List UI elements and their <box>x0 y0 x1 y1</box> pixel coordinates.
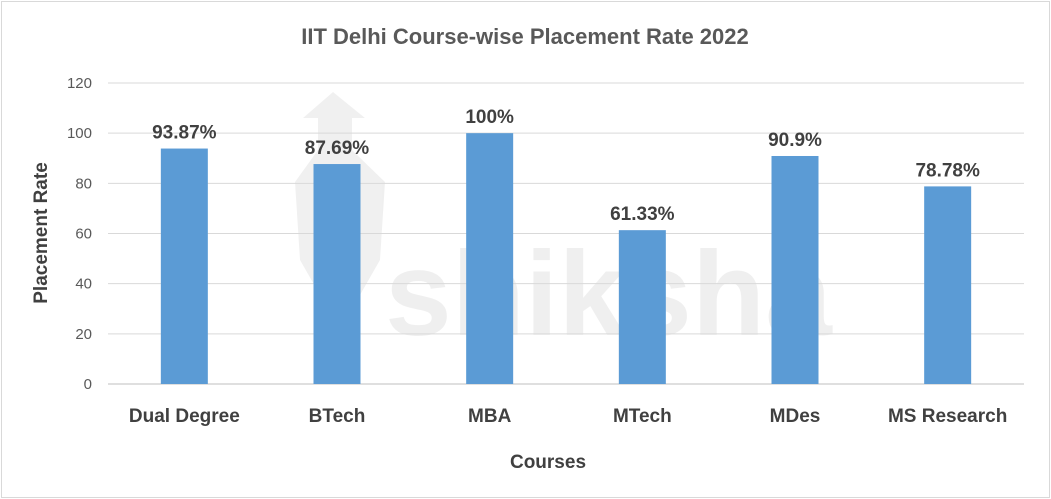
gridlines <box>108 82 1024 385</box>
y-axis-title: Placement Rate <box>31 162 52 304</box>
data-label: 61.33% <box>610 204 675 225</box>
y-tick-label: 60 <box>75 226 92 243</box>
watermark-logo: shiksha <box>295 92 833 361</box>
y-tick-label: 20 <box>75 326 92 343</box>
x-category-label: BTech <box>309 406 366 427</box>
bar <box>466 133 514 384</box>
bar <box>160 148 208 384</box>
watermark-text: shiksha <box>385 227 833 361</box>
data-label: 90.9% <box>768 130 822 151</box>
data-label: 93.87% <box>152 123 217 144</box>
y-axis-ticks: 0 20 40 60 80 100 120 <box>67 75 92 393</box>
chart-title: IIT Delhi Course-wise Placement Rate 202… <box>301 24 749 49</box>
y-tick-label: 40 <box>75 276 92 293</box>
x-category-label: MTech <box>613 406 672 427</box>
bar <box>313 164 361 384</box>
x-category-label: Dual Degree <box>129 406 240 427</box>
data-labels: 93.87% 87.69% 100% 61.33% 90.9% 78.78% <box>152 107 980 225</box>
bar <box>618 230 666 384</box>
x-category-label: MBA <box>468 406 512 427</box>
x-axis-categories: Dual Degree BTech MBA MTech MDes MS Research <box>129 406 1007 427</box>
bars <box>160 133 972 384</box>
y-tick-label: 100 <box>67 125 92 142</box>
data-label: 100% <box>465 107 514 128</box>
data-label: 78.78% <box>915 160 980 181</box>
x-category-label: MS Research <box>888 406 1007 427</box>
x-axis-title: Courses <box>510 452 586 473</box>
bar <box>924 186 972 384</box>
x-category-label: MDes <box>770 406 821 427</box>
y-tick-label: 80 <box>75 175 92 192</box>
data-label: 87.69% <box>305 138 370 159</box>
bar <box>771 155 819 384</box>
y-tick-label: 120 <box>67 75 92 92</box>
y-tick-label: 0 <box>84 376 92 393</box>
